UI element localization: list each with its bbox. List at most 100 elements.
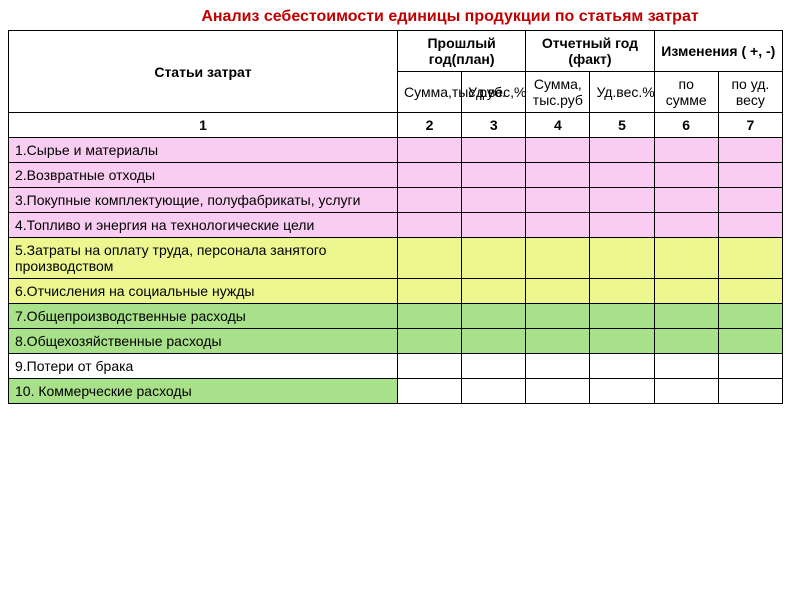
- data-cell: [462, 163, 526, 188]
- row-label: 9.Потери от брака: [9, 354, 398, 379]
- data-cell: [462, 188, 526, 213]
- row-label: 2.Возвратные отходы: [9, 163, 398, 188]
- data-cell: [718, 163, 782, 188]
- data-cell: [462, 354, 526, 379]
- data-cell: [526, 329, 590, 354]
- data-cell: [590, 163, 654, 188]
- data-cell: [397, 279, 461, 304]
- colnum-4: 4: [526, 113, 590, 138]
- data-cell: [526, 138, 590, 163]
- data-cell: [397, 238, 461, 279]
- data-cell: [462, 304, 526, 329]
- subheader-g3b: по уд. весу: [718, 72, 782, 113]
- data-cell: [462, 329, 526, 354]
- data-cell: [654, 379, 718, 404]
- colnum-6: 6: [654, 113, 718, 138]
- row-label: 8.Общехозяйственные расходы: [9, 329, 398, 354]
- data-cell: [590, 188, 654, 213]
- data-cell: [590, 279, 654, 304]
- data-cell: [526, 279, 590, 304]
- table-row: 4.Топливо и энергия на технологические ц…: [9, 213, 783, 238]
- data-cell: [718, 138, 782, 163]
- data-cell: [654, 304, 718, 329]
- row-label: 4.Топливо и энергия на технологические ц…: [9, 213, 398, 238]
- data-cell: [590, 304, 654, 329]
- data-cell: [590, 354, 654, 379]
- data-cell: [718, 354, 782, 379]
- data-cell: [718, 329, 782, 354]
- data-cell: [397, 163, 461, 188]
- table-row: 10. Коммерческие расходы: [9, 379, 783, 404]
- data-cell: [397, 213, 461, 238]
- row-label: 10. Коммерческие расходы: [9, 379, 398, 404]
- data-cell: [526, 354, 590, 379]
- subheader-g2b: Уд.вес.%: [590, 72, 654, 113]
- data-cell: [654, 329, 718, 354]
- data-cell: [397, 354, 461, 379]
- table-row: 6.Отчисления на социальные нужды: [9, 279, 783, 304]
- data-cell: [590, 329, 654, 354]
- row-label: 7.Общепроизводственные расходы: [9, 304, 398, 329]
- data-cell: [718, 304, 782, 329]
- data-cell: [654, 138, 718, 163]
- data-cell: [462, 379, 526, 404]
- subheader-g1b: Уд.вес,%: [462, 72, 526, 113]
- table-row: 1.Сырье и материалы: [9, 138, 783, 163]
- row-label: 1.Сырье и материалы: [9, 138, 398, 163]
- data-cell: [397, 304, 461, 329]
- header-group-2: Отчетный год (факт): [526, 31, 654, 72]
- colnum-7: 7: [718, 113, 782, 138]
- data-cell: [526, 188, 590, 213]
- table-row: 7.Общепроизводственные расходы: [9, 304, 783, 329]
- row-label: 3.Покупные комплектующие, полуфабрикаты,…: [9, 188, 398, 213]
- table-body: 1.Сырье и материалы2.Возвратные отходы3.…: [9, 138, 783, 404]
- data-cell: [397, 379, 461, 404]
- data-cell: [718, 188, 782, 213]
- header-group-3: Изменения ( +, -): [654, 31, 782, 72]
- data-cell: [718, 213, 782, 238]
- colnum-3: 3: [462, 113, 526, 138]
- data-cell: [654, 279, 718, 304]
- data-cell: [462, 238, 526, 279]
- page-title: Анализ себестоимости единицы продукции п…: [8, 8, 792, 26]
- subheader-g2a: Сумма, тыс.руб: [526, 72, 590, 113]
- subheader-g3a: по сумме: [654, 72, 718, 113]
- column-number-row: 1 2 3 4 5 6 7: [9, 113, 783, 138]
- data-cell: [654, 213, 718, 238]
- data-cell: [462, 138, 526, 163]
- table-row: 8.Общехозяйственные расходы: [9, 329, 783, 354]
- data-cell: [462, 213, 526, 238]
- table-row: 5.Затраты на оплату труда, персонала зан…: [9, 238, 783, 279]
- data-cell: [654, 163, 718, 188]
- table-row: 2.Возвратные отходы: [9, 163, 783, 188]
- data-cell: [590, 213, 654, 238]
- header-row-1: Статьи затрат Прошлый год(план) Отчетный…: [9, 31, 783, 72]
- data-cell: [590, 138, 654, 163]
- data-cell: [590, 379, 654, 404]
- data-cell: [397, 329, 461, 354]
- header-group-1: Прошлый год(план): [397, 31, 525, 72]
- data-cell: [526, 379, 590, 404]
- row-label: 6.Отчисления на социальные нужды: [9, 279, 398, 304]
- data-cell: [526, 213, 590, 238]
- table-row: 3.Покупные комплектующие, полуфабрикаты,…: [9, 188, 783, 213]
- header-col1: Статьи затрат: [9, 31, 398, 113]
- colnum-1: 1: [9, 113, 398, 138]
- data-cell: [654, 238, 718, 279]
- data-cell: [590, 238, 654, 279]
- table-row: 9.Потери от брака: [9, 354, 783, 379]
- data-cell: [397, 188, 461, 213]
- data-cell: [718, 238, 782, 279]
- data-cell: [526, 238, 590, 279]
- colnum-2: 2: [397, 113, 461, 138]
- row-label: 5.Затраты на оплату труда, персонала зан…: [9, 238, 398, 279]
- data-cell: [397, 138, 461, 163]
- subheader-g1a: Сумма,тыс.руб.: [397, 72, 461, 113]
- data-cell: [718, 379, 782, 404]
- data-cell: [654, 354, 718, 379]
- data-cell: [526, 304, 590, 329]
- colnum-5: 5: [590, 113, 654, 138]
- data-cell: [654, 188, 718, 213]
- data-cell: [718, 279, 782, 304]
- data-cell: [462, 279, 526, 304]
